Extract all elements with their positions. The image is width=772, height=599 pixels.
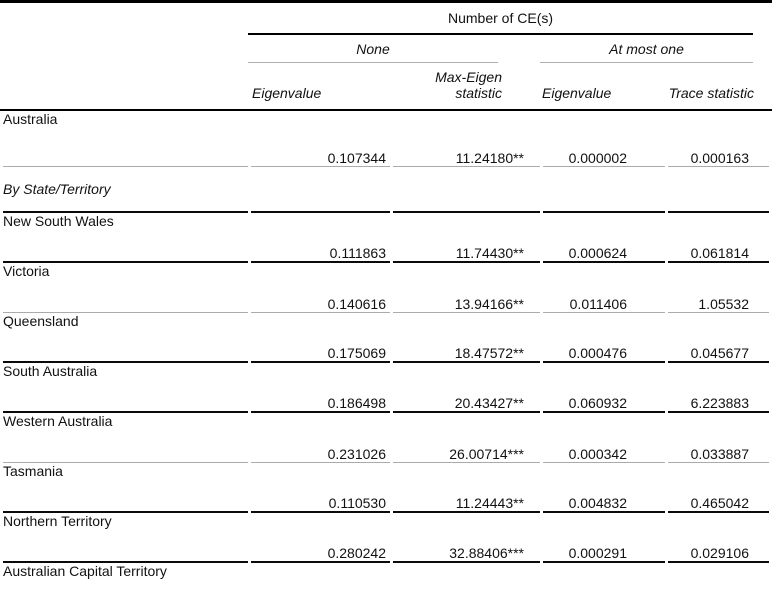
region-name: Australian Capital Territory bbox=[3, 563, 167, 579]
value-eigenvalue-none: 0.111863 bbox=[251, 213, 390, 263]
value-eigenvalue-none: 0.107344 bbox=[251, 111, 390, 167]
value-eigenvalue-atmost: 0.000624 bbox=[543, 213, 665, 263]
group-none-label: None bbox=[248, 35, 498, 63]
value-max-eigen-statistic bbox=[393, 167, 540, 213]
region-name: Northern Territory bbox=[3, 513, 248, 563]
region-name: Queensland bbox=[3, 313, 248, 363]
column-header-row: Eigenvalue Max-Eigen statistic Eigenvalu… bbox=[0, 63, 772, 110]
value-trace-statistic: 6.223883 bbox=[668, 363, 769, 413]
table-row: Tasmania 0.110530 11.24443** 0.004832 0.… bbox=[3, 463, 769, 513]
value-eigenvalue-none: 0.118130 bbox=[251, 563, 390, 599]
region-name: By State/Territory bbox=[3, 167, 248, 213]
value-trace-statistic bbox=[668, 167, 769, 213]
value-eigenvalue-none: 0.140616 bbox=[251, 263, 390, 313]
table-row: Western Australia 0.231026 26.00714*** 0… bbox=[3, 413, 769, 463]
value-max-eigen-statistic: 20.43427** bbox=[393, 363, 540, 413]
region-name: Western Australia bbox=[3, 413, 248, 463]
value-trace-statistic: 0.071340 bbox=[668, 563, 769, 599]
value-eigenvalue-atmost bbox=[543, 167, 665, 213]
value-max-eigen-statistic: 11.24180** bbox=[393, 111, 540, 167]
spanner-title: Number of CE(s) bbox=[248, 3, 754, 35]
value-trace-statistic: 0.061814 bbox=[668, 213, 769, 263]
value-max-eigen-statistic: 32.88406*** bbox=[393, 513, 540, 563]
region-name: South Australia bbox=[3, 363, 248, 413]
stub-spacer bbox=[0, 35, 248, 63]
value-max-eigen-statistic: 11.24443** bbox=[393, 463, 540, 513]
column-header-trace: Trace statistic bbox=[668, 85, 755, 101]
value-eigenvalue-none bbox=[251, 167, 390, 213]
group-atmost-cell: At most one bbox=[540, 35, 772, 63]
stub-spacer bbox=[0, 3, 248, 35]
value-trace-statistic: 1.05532 bbox=[668, 263, 769, 313]
value-eigenvalue-none: 0.280242 bbox=[251, 513, 390, 563]
value-max-eigen-statistic: 11.74430** bbox=[393, 213, 540, 263]
value-max-eigen-statistic: 18.47572** bbox=[393, 313, 540, 363]
value-trace-statistic: 0.045677 bbox=[668, 313, 769, 363]
table-row: Northern Territory 0.280242 32.88406*** … bbox=[3, 513, 769, 563]
value-eigenvalue-none: 0.175069 bbox=[251, 313, 390, 363]
value-eigenvalue-none: 0.110530 bbox=[251, 463, 390, 513]
value-eigenvalue-none: 0.231026 bbox=[251, 413, 390, 463]
table-body: Australia 0.107344 11.24180** 0.000002 0… bbox=[0, 111, 772, 599]
table-row: Victoria 0.140616 13.94166** 0.011406 1.… bbox=[3, 263, 769, 313]
value-eigenvalue-none: 0.186498 bbox=[251, 363, 390, 413]
table-header: Number of CE(s) None At most one Eigenva… bbox=[0, 3, 772, 111]
value-eigenvalue-atmost: 0.060932 bbox=[543, 363, 665, 413]
value-eigenvalue-atmost: 0.011406 bbox=[543, 263, 665, 313]
value-max-eigen-statistic: 12.44532** bbox=[393, 563, 540, 599]
group-row: None At most one bbox=[0, 35, 772, 63]
value-eigenvalue-atmost: 0.000720 bbox=[543, 563, 665, 599]
value-trace-statistic: 0.029106 bbox=[668, 513, 769, 563]
region-name: Victoria bbox=[3, 263, 248, 313]
table-row: Australian Capital Territory 0.118130 12… bbox=[3, 563, 769, 599]
column-header-max-eigen: Max-Eigen statistic bbox=[435, 69, 502, 101]
value-eigenvalue-atmost: 0.000002 bbox=[543, 111, 665, 167]
region-name: Tasmania bbox=[3, 463, 248, 513]
table-row: Australia 0.107344 11.24180** 0.000002 0… bbox=[3, 111, 769, 167]
value-max-eigen-statistic: 13.94166** bbox=[393, 263, 540, 313]
region-name: Australia bbox=[3, 111, 248, 167]
table-row: Queensland 0.175069 18.47572** 0.000476 … bbox=[3, 313, 769, 363]
value-eigenvalue-atmost: 0.000476 bbox=[543, 313, 665, 363]
value-trace-statistic: 0.465042 bbox=[668, 463, 769, 513]
value-eigenvalue-atmost: 0.000291 bbox=[543, 513, 665, 563]
value-trace-statistic: 0.000163 bbox=[668, 111, 769, 167]
value-max-eigen-statistic: 26.00714*** bbox=[393, 413, 540, 463]
table-row: By State/Territory bbox=[3, 167, 769, 213]
column-header-eigenvalue-none: Eigenvalue bbox=[252, 85, 322, 101]
spanner-row: Number of CE(s) bbox=[0, 3, 772, 35]
value-trace-statistic: 0.033887 bbox=[668, 413, 769, 463]
table-row: South Australia 0.186498 20.43427** 0.06… bbox=[3, 363, 769, 413]
table-row: New South Wales 0.111863 11.74430** 0.00… bbox=[3, 213, 769, 263]
spanner-cell: Number of CE(s) bbox=[248, 3, 772, 35]
group-none-cell: None bbox=[248, 35, 540, 63]
group-atmost-label: At most one bbox=[540, 35, 754, 63]
region-name: New South Wales bbox=[3, 213, 248, 263]
value-eigenvalue-atmost: 0.000342 bbox=[543, 413, 665, 463]
value-eigenvalue-atmost: 0.004832 bbox=[543, 463, 665, 513]
column-header-eigenvalue-atmost: Eigenvalue bbox=[542, 85, 612, 101]
stub-spacer bbox=[0, 63, 248, 110]
